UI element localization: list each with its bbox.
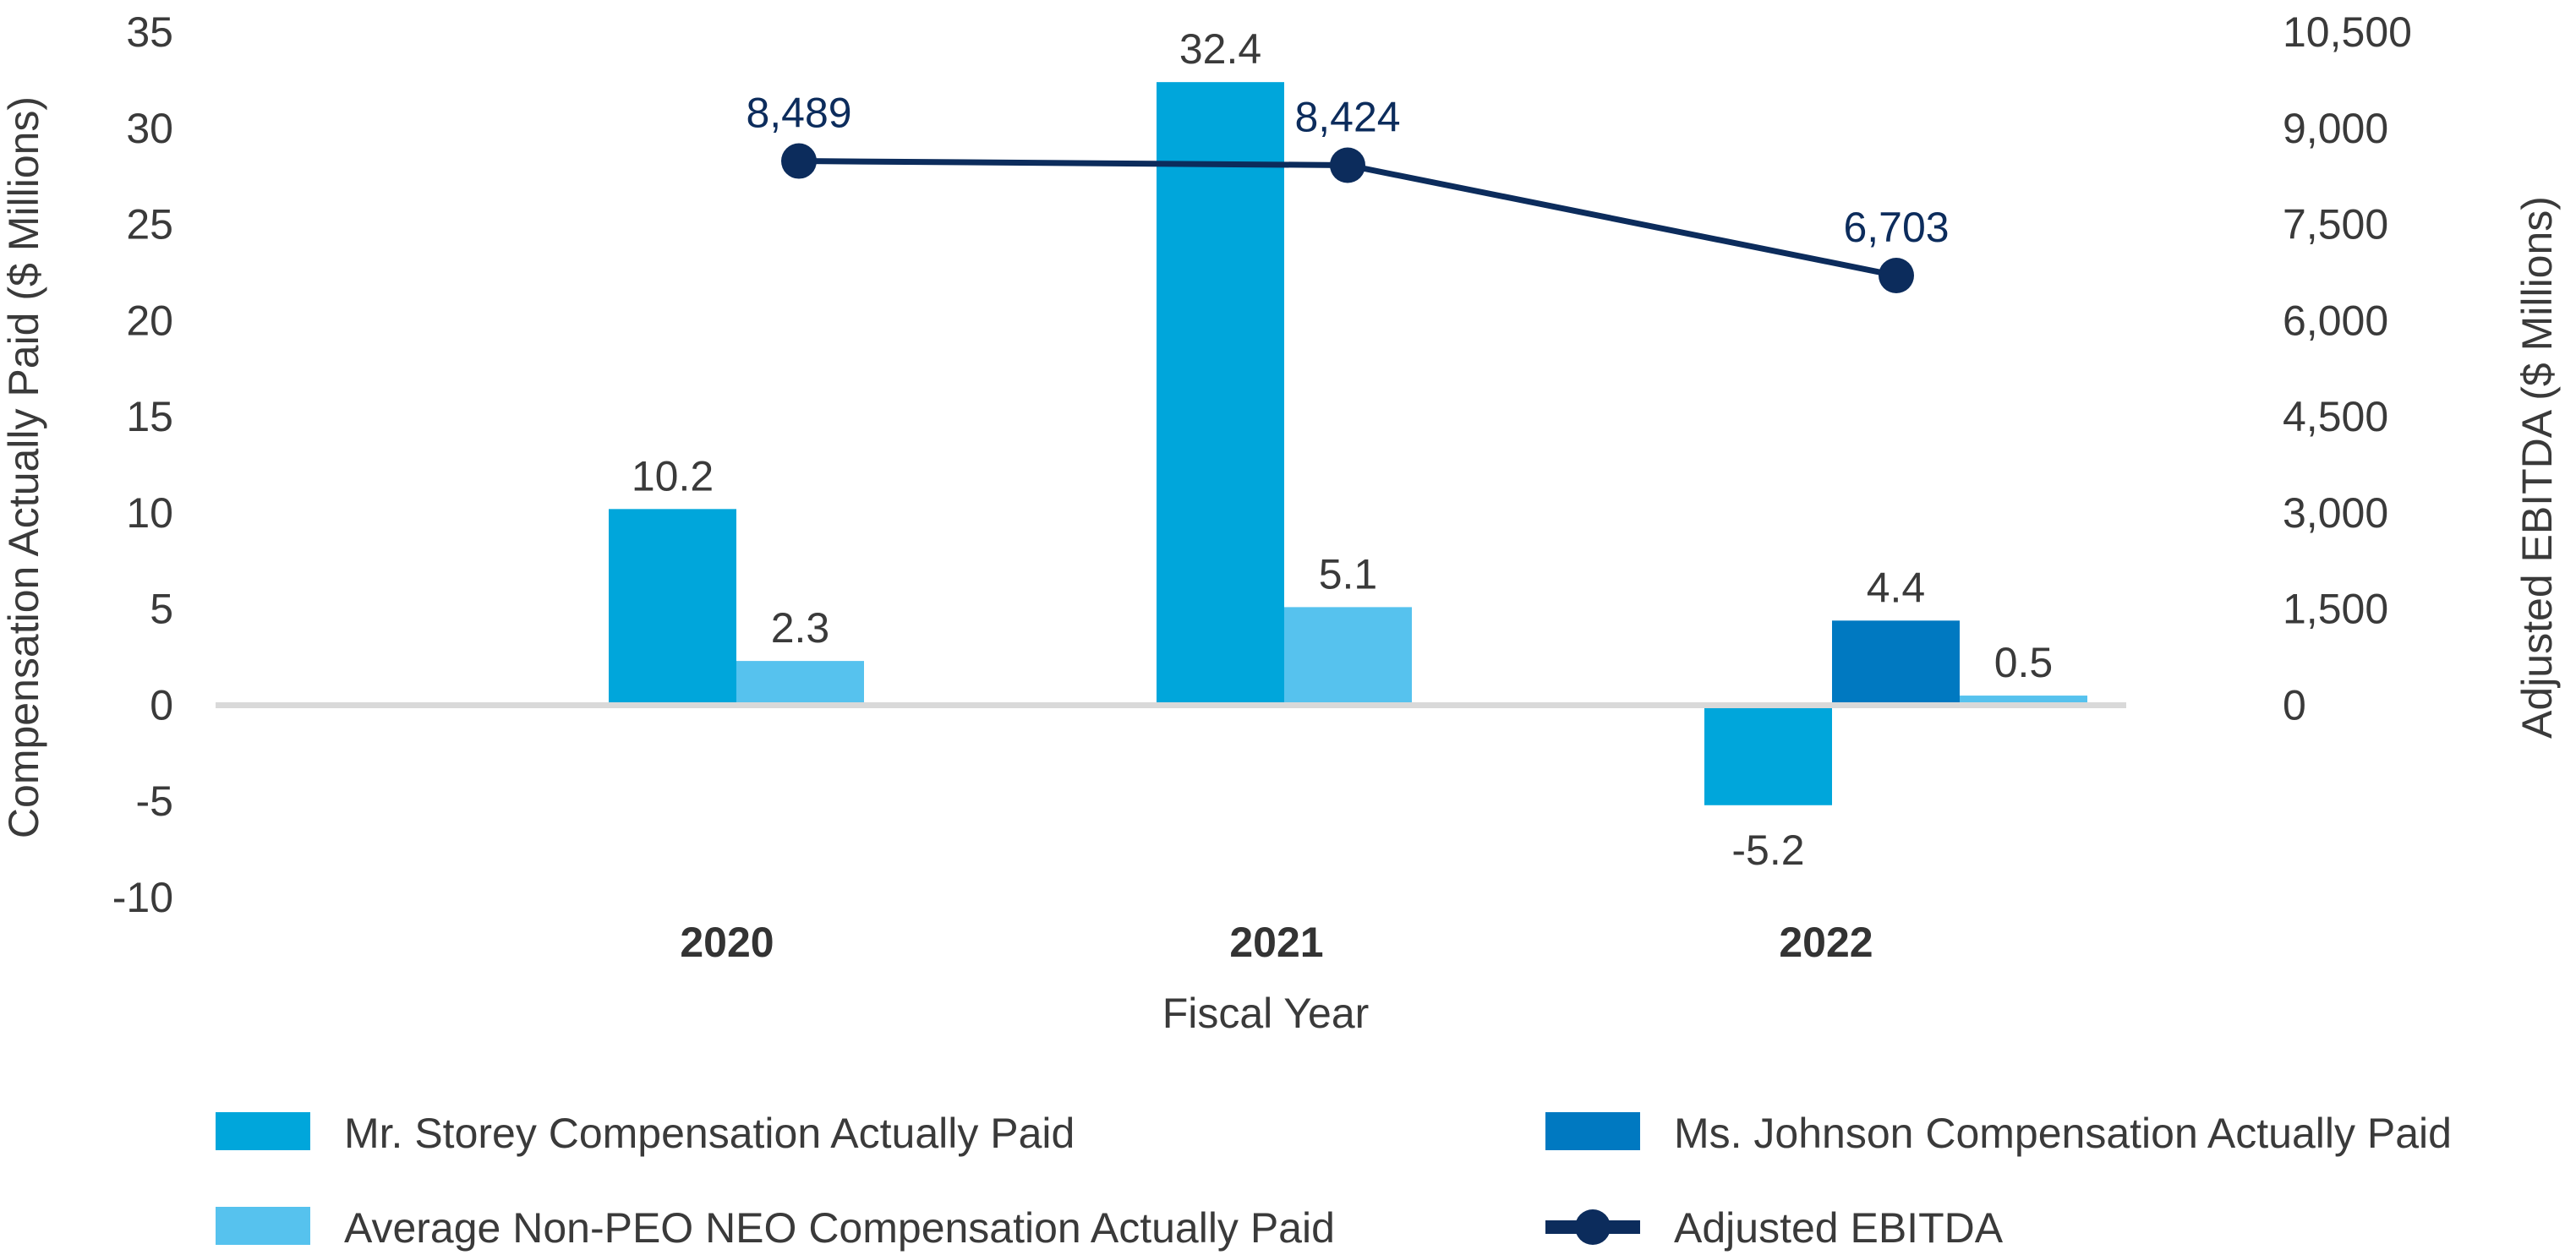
bar-data-label: 0.5 (1994, 639, 2054, 686)
x-tick-label: 2022 (1779, 919, 1873, 966)
legend-label: Average Non-PEO NEO Compensation Actuall… (344, 1204, 1335, 1252)
line-point-adjusted-ebitda (781, 143, 817, 179)
y2-tick-label: 4,500 (2283, 393, 2388, 440)
y2-tick-label: 0 (2283, 681, 2306, 728)
legend-swatch (216, 1207, 310, 1245)
y2-tick-label: 10,500 (2283, 8, 2412, 56)
y-tick-label: -5 (136, 778, 173, 825)
legend-label: Ms. Johnson Compensation Actually Paid (1674, 1110, 2452, 1157)
y2-tick-label: 9,000 (2283, 105, 2388, 152)
bar-mr-storey-compensation-actually-paid-2021 (1157, 82, 1284, 706)
y-tick-label: 30 (126, 105, 173, 152)
y-tick-label: 5 (150, 586, 173, 633)
legend-swatch-marker (1575, 1209, 1611, 1245)
bar-average-non-peo-neo-compensation-actually-paid-2021 (1284, 607, 1412, 706)
y-tick-label: 35 (126, 8, 173, 56)
bar-data-label: 5.1 (1319, 550, 1378, 597)
bar-data-label: 32.4 (1179, 25, 1261, 73)
y-axis-title-left: Compensation Actually Paid ($ Millions) (0, 96, 47, 838)
line-data-label: 8,489 (746, 90, 851, 137)
line-point-adjusted-ebitda (1330, 147, 1365, 183)
bar-data-label: 4.4 (1867, 564, 1926, 611)
y-tick-label: 15 (126, 393, 173, 440)
bar-data-label: -5.2 (1731, 827, 1804, 874)
y-tick-label: 10 (126, 489, 173, 537)
legend-swatch (216, 1112, 310, 1150)
y2-tick-label: 7,500 (2283, 201, 2388, 248)
bar-average-non-peo-neo-compensation-actually-paid-2022 (1960, 696, 2087, 706)
y-axis-title-right: Adjusted EBITDA ($ Millions) (2513, 196, 2561, 739)
y-tick-label: 0 (150, 681, 173, 728)
bar-data-label: 2.3 (771, 604, 830, 652)
line-data-label: 8,424 (1294, 93, 1400, 140)
y-tick-label: 20 (126, 297, 173, 344)
bar-average-non-peo-neo-compensation-actually-paid-2020 (736, 661, 864, 706)
y-tick-label: -10 (112, 874, 173, 921)
y2-tick-label: 3,000 (2283, 489, 2388, 537)
bar-ms-johnson-compensation-actually-paid-2022 (1832, 620, 1960, 706)
y-tick-label: 25 (126, 201, 173, 248)
legend-label: Mr. Storey Compensation Actually Paid (344, 1110, 1075, 1157)
x-axis-title: Fiscal Year (1162, 990, 1370, 1037)
line-point-adjusted-ebitda (1879, 258, 1914, 294)
x-tick-label: 2020 (680, 919, 774, 966)
legend-swatch (1545, 1112, 1640, 1150)
y2-tick-label: 6,000 (2283, 297, 2388, 344)
legend-label: Adjusted EBITDA (1674, 1204, 2004, 1252)
y2-tick-label: 1,500 (2283, 586, 2388, 633)
bar-data-label: 10.2 (632, 452, 714, 499)
bar-mr-storey-compensation-actually-paid-2022 (1704, 705, 1832, 805)
bar-mr-storey-compensation-actually-paid-2020 (609, 509, 736, 706)
x-tick-label: 2021 (1229, 919, 1323, 966)
line-data-label: 6,703 (1843, 204, 1949, 251)
